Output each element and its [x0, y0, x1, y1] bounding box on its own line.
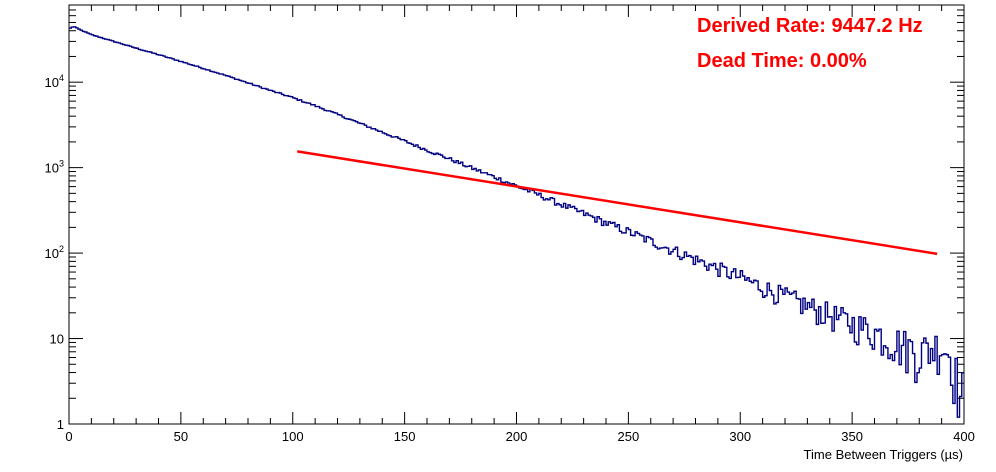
x-tick-label: 250	[618, 429, 640, 444]
y-tick-label: 104	[45, 73, 64, 90]
x-tick-label: 350	[841, 429, 863, 444]
y-tick-label: 1	[57, 417, 64, 432]
x-tick-label: 100	[282, 429, 304, 444]
x-tick-label: 50	[174, 429, 188, 444]
y-tick-label: 102	[45, 244, 64, 261]
fit-line-series	[297, 150, 938, 256]
x-tick-label: 0	[65, 429, 72, 444]
x-tick-label: 300	[729, 429, 751, 444]
y-tick-label: 10	[50, 332, 64, 347]
y-tick-label: 103	[45, 159, 64, 176]
annotation-dead-time: Dead Time: 0.00%	[697, 50, 867, 72]
x-axis-title: Time Between Triggers (µs)	[804, 447, 963, 462]
annotation-derived-rate: Derived Rate: 9447.2 Hz	[697, 15, 923, 37]
x-tick-label: 150	[394, 429, 416, 444]
x-tick-label: 200	[506, 429, 528, 444]
tick-labels: 0 50 100 150 200 250 300 350 400 1 10 102 103 104	[45, 73, 975, 444]
axis-ticks	[68, 4, 965, 425]
x-tick-label: 400	[953, 429, 975, 444]
histogram-series	[69, 26, 964, 418]
